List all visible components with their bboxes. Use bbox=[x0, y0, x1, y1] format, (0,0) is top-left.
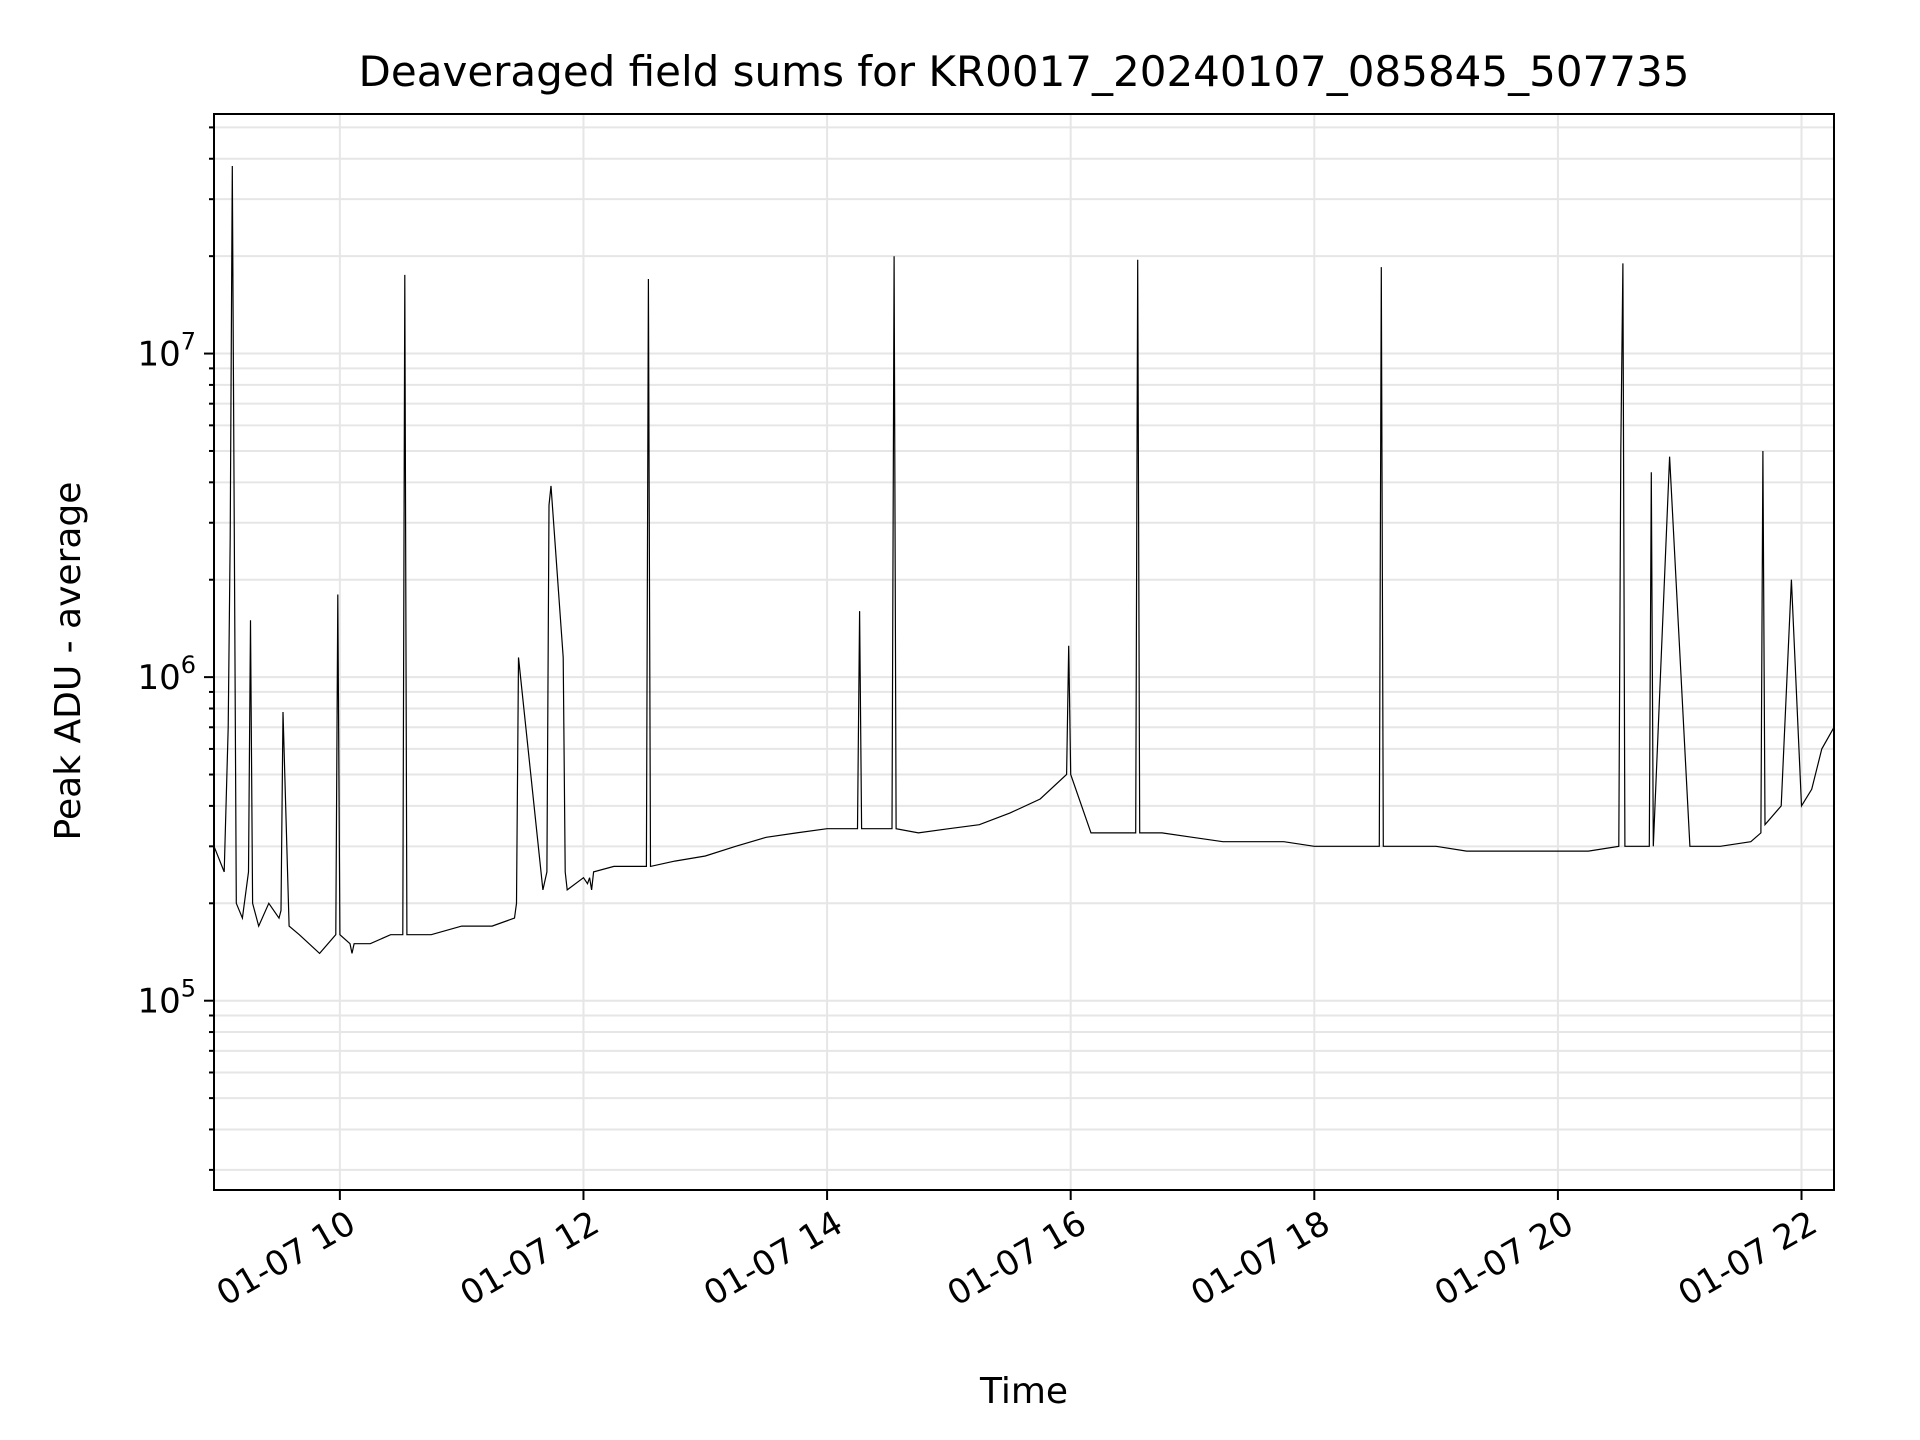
y-tick-base: 10 bbox=[137, 982, 180, 1022]
x-tick-label: 01-07 12 bbox=[454, 1203, 606, 1314]
series-line bbox=[213, 165, 1835, 955]
grid bbox=[214, 114, 1834, 1190]
x-tick-label: 01-07 14 bbox=[697, 1203, 849, 1314]
y-tick-exponent: 5 bbox=[181, 975, 196, 1003]
x-tick-label: 01-07 10 bbox=[210, 1203, 362, 1314]
x-tick-label: 01-07 22 bbox=[1672, 1203, 1824, 1314]
x-tick-label: 01-07 18 bbox=[1184, 1203, 1336, 1314]
y-tick-label: 106 bbox=[137, 651, 196, 698]
plot-area bbox=[213, 113, 1835, 1191]
chart-title: Deaveraged field sums for KR0017_2024010… bbox=[359, 47, 1690, 96]
x-tick-label: 01-07 20 bbox=[1428, 1203, 1580, 1314]
y-tick-exponent: 6 bbox=[181, 651, 196, 679]
y-axis-label: Peak ADU - average bbox=[48, 482, 89, 841]
y-tick-label: 107 bbox=[137, 328, 196, 375]
y-tick-exponent: 7 bbox=[181, 328, 196, 356]
y-tick-label: 105 bbox=[137, 975, 196, 1022]
y-tick-base: 10 bbox=[137, 335, 180, 375]
x-axis-label: Time bbox=[979, 1371, 1068, 1412]
y-tick-base: 10 bbox=[137, 658, 180, 698]
x-axis: 01-07 10 01-07 12 01-07 14 01-07 16 01-07 18… bbox=[210, 1190, 1824, 1314]
x-tick-label: 01-07 16 bbox=[941, 1203, 1093, 1314]
